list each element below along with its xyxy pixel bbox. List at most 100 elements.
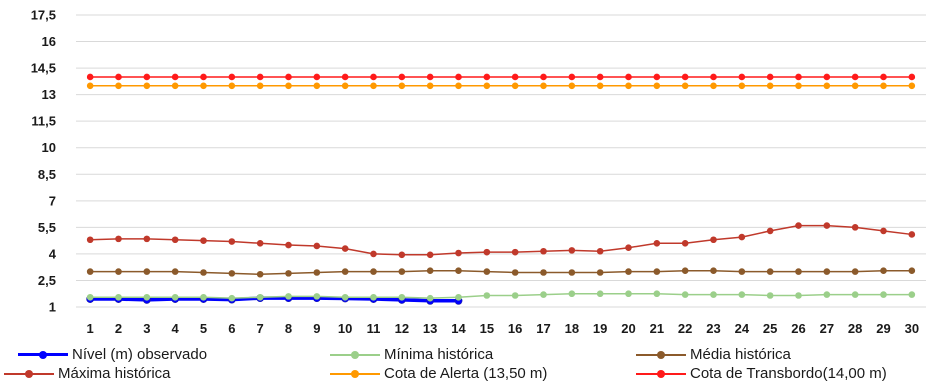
data-point	[795, 82, 802, 90]
legend-swatch-minima	[330, 349, 380, 361]
data-point	[483, 248, 491, 256]
data-point	[653, 73, 661, 81]
x-tick-label: 3	[143, 321, 150, 336]
data-point	[426, 73, 434, 81]
y-tick-label: 13	[42, 87, 56, 102]
x-tick-label: 1	[87, 321, 94, 336]
data-point	[568, 82, 576, 90]
data-point	[880, 291, 887, 298]
series-4	[86, 222, 916, 259]
data-point	[483, 268, 491, 275]
legend-item-maxima: Máxima histórica	[4, 365, 171, 382]
data-point	[483, 292, 491, 299]
data-point	[426, 251, 434, 259]
data-point	[200, 293, 207, 301]
data-point	[115, 82, 122, 90]
data-point	[653, 82, 661, 90]
data-point	[370, 268, 377, 275]
data-point	[115, 293, 122, 301]
data-point	[285, 73, 292, 81]
y-tick-label: 8,5	[38, 167, 56, 182]
data-point	[256, 73, 264, 81]
data-point	[568, 269, 576, 276]
y-tick-label: 7	[49, 193, 56, 208]
x-tick-label: 28	[848, 321, 862, 336]
series-3	[86, 267, 916, 278]
data-point	[200, 237, 207, 244]
data-point	[851, 268, 859, 275]
data-point	[908, 73, 916, 81]
data-point	[738, 82, 746, 90]
data-point	[851, 291, 859, 298]
data-point	[625, 82, 632, 90]
data-point	[908, 291, 916, 298]
data-point	[795, 292, 802, 299]
data-point	[483, 73, 491, 81]
data-point	[596, 247, 604, 255]
data-point	[823, 268, 831, 275]
legend-label-minima: Mínima histórica	[384, 346, 494, 363]
data-point	[341, 268, 349, 275]
data-point	[86, 293, 94, 301]
data-point	[511, 73, 519, 81]
y-tick-label: 16	[42, 34, 56, 49]
data-point	[370, 250, 377, 258]
data-point	[795, 268, 802, 275]
series-line	[89, 269, 913, 276]
data-point	[398, 251, 406, 259]
y-tick-label: 4	[49, 246, 57, 261]
data-point	[880, 82, 887, 90]
data-point	[86, 236, 94, 244]
x-tick-label: 25	[763, 321, 777, 336]
x-tick-label: 8	[285, 321, 292, 336]
data-point	[228, 82, 236, 90]
x-tick-label: 11	[367, 321, 381, 336]
data-point	[256, 293, 264, 301]
data-point	[143, 268, 151, 275]
x-tick-label: 20	[621, 321, 635, 336]
data-point	[823, 291, 831, 298]
data-point	[738, 233, 746, 241]
data-point	[653, 268, 661, 275]
data-point	[370, 73, 377, 81]
data-point	[228, 270, 236, 277]
data-point	[908, 82, 916, 90]
data-point	[511, 292, 519, 299]
data-point	[625, 268, 632, 275]
x-tick-label: 5	[200, 321, 207, 336]
legend-label-media: Média histórica	[690, 346, 791, 363]
data-point	[313, 82, 321, 90]
data-point	[568, 73, 576, 81]
x-tick-label: 22	[678, 321, 692, 336]
legend-swatch-maxima	[4, 368, 54, 380]
x-tick-label: 23	[706, 321, 720, 336]
data-point	[766, 73, 774, 81]
data-point	[511, 269, 519, 276]
data-point	[426, 82, 434, 90]
y-tick-label: 14,5	[31, 61, 56, 76]
x-tick-label: 21	[650, 321, 664, 336]
series-5	[86, 82, 916, 90]
data-point	[766, 268, 774, 275]
data-point	[568, 247, 576, 254]
data-point	[710, 236, 717, 244]
data-point	[540, 82, 547, 90]
y-tick-label: 10	[42, 140, 56, 155]
data-point	[681, 239, 689, 247]
data-point	[370, 293, 377, 301]
y-tick-labels: 1 2,5 4 5,5 7 8,5 10 11,5 13 14,5 16 17,5	[31, 8, 57, 315]
x-tick-label: 12	[395, 321, 409, 336]
data-point	[256, 239, 264, 247]
data-point	[285, 270, 292, 277]
data-point	[313, 73, 321, 81]
data-point	[341, 293, 349, 301]
data-point	[455, 249, 462, 257]
data-point	[86, 73, 94, 81]
data-point	[285, 82, 292, 90]
x-tick-label: 18	[565, 321, 579, 336]
legend-item-media: Média histórica	[636, 346, 791, 363]
x-tick-label: 29	[876, 321, 890, 336]
data-point	[908, 231, 916, 238]
data-point	[228, 238, 236, 245]
